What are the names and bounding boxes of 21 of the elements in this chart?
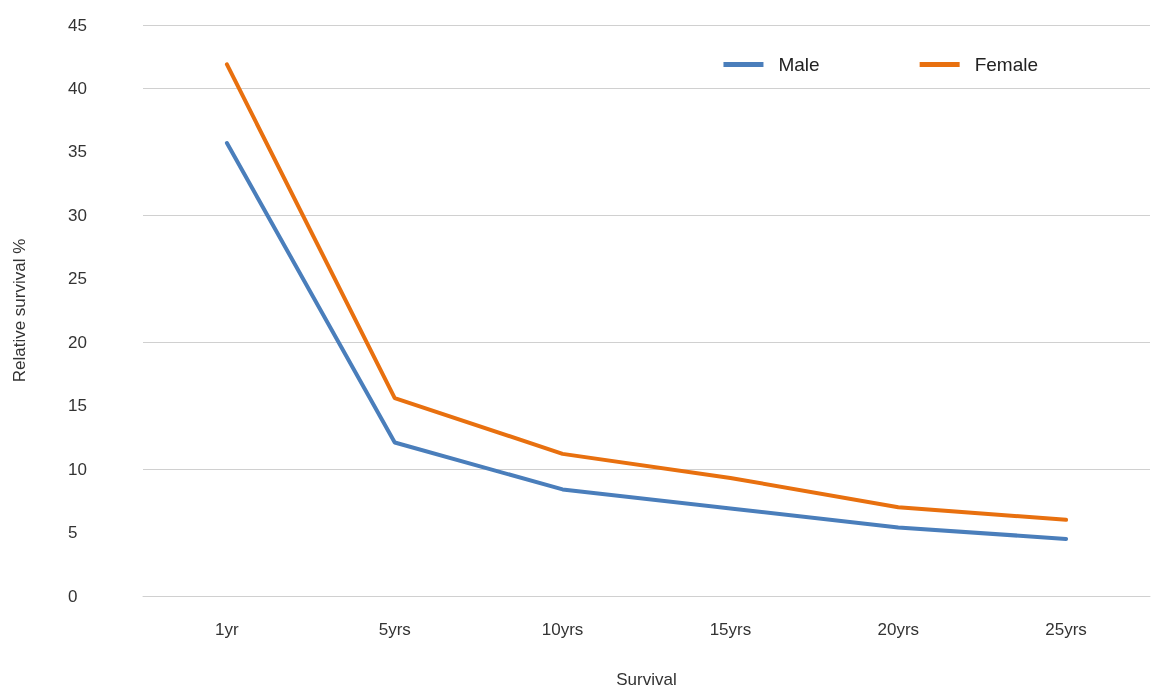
y-tick-label: 5 (68, 523, 78, 543)
y-tick-label: 40 (68, 78, 87, 98)
y-tick-label: 45 (68, 15, 87, 35)
x-tick-label: 15yrs (709, 620, 752, 639)
legend-label: Female (974, 54, 1038, 75)
y-tick-label: 20 (68, 332, 87, 352)
y-tick-label: 10 (68, 459, 87, 479)
legend-label: Male (778, 54, 820, 75)
y-tick-label: 0 (68, 586, 78, 606)
y-tick-label: 35 (68, 142, 87, 162)
x-tick-label: 25yrs (1045, 620, 1087, 639)
x-tick-label: 20yrs (877, 620, 920, 639)
y-tick-label: 15 (68, 396, 87, 416)
y-tick-label: 30 (68, 205, 87, 225)
y-tick-label: 25 (68, 269, 87, 289)
x-axis-title: Survival (616, 670, 677, 689)
x-tick-label: 1yr (215, 620, 240, 639)
x-tick-label: 5yrs (378, 620, 411, 639)
line-series (224, 141, 1069, 541)
x-tick-label: 10yrs (541, 620, 584, 639)
y-axis-title: Relative survival % (10, 238, 29, 383)
